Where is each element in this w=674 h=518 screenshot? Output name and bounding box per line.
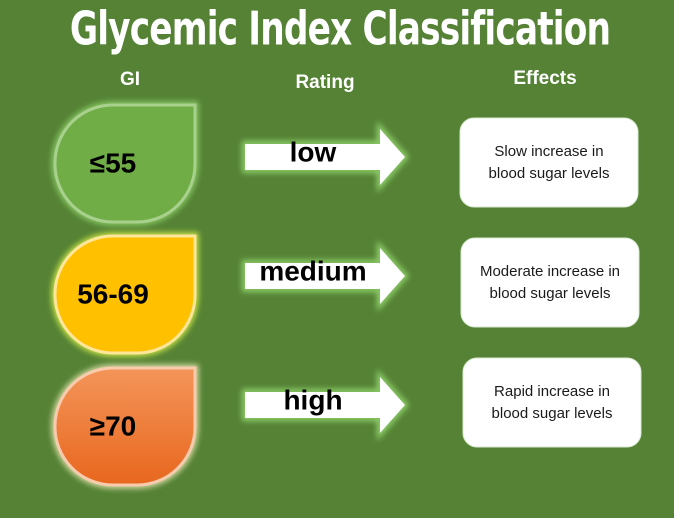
gi-value: ≥70 [90, 410, 137, 441]
header-gi: GI [120, 69, 140, 90]
header-rating: Rating [295, 72, 354, 93]
effect-text: Slow increase in [494, 143, 603, 160]
arrow [245, 377, 405, 433]
gi-leaf [53, 103, 197, 224]
arrow [245, 129, 405, 185]
effect-box [460, 237, 640, 328]
gi-value: 56-69 [77, 278, 149, 309]
effect-text: Rapid increase in [494, 383, 610, 400]
gi-leaf [53, 366, 197, 487]
rating: high [283, 384, 342, 415]
effect-text: blood sugar levels [490, 285, 611, 302]
effect-text: Moderate increase in [480, 263, 620, 280]
effect-text: blood sugar levels [489, 165, 610, 182]
effect-text: blood sugar levels [492, 405, 613, 422]
arrow [245, 248, 405, 304]
rating: low [290, 136, 337, 167]
rating: medium [259, 255, 366, 286]
effect-box [459, 117, 639, 208]
effect-box [462, 357, 642, 448]
title: Glycemic Index Classification [70, 2, 610, 56]
gi-value: ≤55 [90, 147, 137, 178]
header-effects: Effects [513, 68, 576, 89]
gi-leaf [53, 234, 197, 355]
